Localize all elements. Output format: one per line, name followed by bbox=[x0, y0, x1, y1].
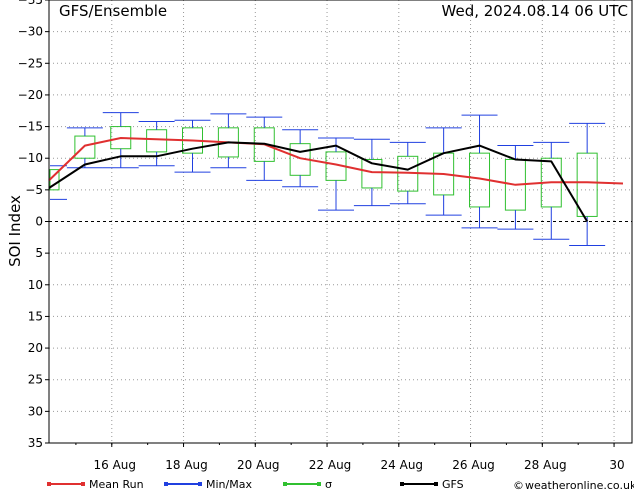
legend-marker bbox=[434, 482, 438, 486]
plot-frame bbox=[48, 0, 633, 444]
x-axis-ticks: 16 Aug 18 Aug 20 Aug 22 Aug 24 Aug 26 Aug 28 A… bbox=[75, 443, 625, 472]
minmax-bars bbox=[48, 112, 606, 247]
x-tick-label: 18 Aug bbox=[165, 458, 208, 472]
y-tick-label: −35 bbox=[18, 0, 43, 7]
y-tick-label: 35 bbox=[28, 436, 43, 450]
y-tick-label: −30 bbox=[18, 25, 43, 39]
x-tick-label: 28 Aug bbox=[524, 458, 567, 472]
x-tick-label: 24 Aug bbox=[381, 458, 424, 472]
gfs-line bbox=[48, 141, 589, 223]
y-tick-label: 0 bbox=[35, 215, 43, 229]
legend-marker bbox=[283, 482, 287, 486]
y-tick-label: 15 bbox=[28, 309, 43, 323]
run-datetime: Wed, 2024.08.14 06 UTC bbox=[442, 2, 628, 20]
y-tick-label: −15 bbox=[18, 120, 43, 134]
sigma-box bbox=[146, 129, 168, 153]
y-axis-ticks: 35 30 25 20 15 10 5 0 −5 −10 −15 −20 −25 −30 −35 bbox=[18, 0, 49, 450]
legend-marker bbox=[81, 482, 85, 486]
legend-label-mean-run: Mean Run bbox=[89, 478, 144, 490]
legend-label--: σ bbox=[325, 478, 332, 490]
x-tick-label: 26 Aug bbox=[452, 458, 495, 472]
legend-marker bbox=[47, 482, 51, 486]
y-tick-label: 25 bbox=[28, 373, 43, 387]
chart-title: GFS/Ensemble bbox=[59, 2, 167, 20]
y-tick-label: 20 bbox=[28, 341, 43, 355]
mean-run-line bbox=[48, 137, 624, 186]
legend-marker bbox=[198, 482, 202, 486]
legend-marker bbox=[164, 482, 168, 486]
sigma-boxes bbox=[49, 126, 598, 217]
legend-label-gfs: GFS bbox=[442, 478, 464, 490]
legend-marker bbox=[317, 482, 321, 486]
legend-label-min-max: Min/Max bbox=[206, 478, 252, 490]
series-lines bbox=[48, 137, 624, 223]
y-tick-label: −25 bbox=[18, 56, 43, 70]
x-tick-label: 22 Aug bbox=[309, 458, 352, 472]
y-tick-label: −5 bbox=[25, 183, 43, 197]
x-tick-label: 30 bbox=[609, 458, 624, 472]
site-credit: weatheronline.co.uk bbox=[525, 479, 634, 490]
y-axis-label: SOI Index bbox=[6, 195, 24, 267]
x-tick-label: 20 Aug bbox=[237, 458, 280, 472]
copyright-icon: © bbox=[513, 479, 524, 490]
x-tick-label: 16 Aug bbox=[94, 458, 137, 472]
sigma-box bbox=[74, 135, 96, 159]
y-tick-label: 10 bbox=[28, 278, 43, 292]
legend-marker bbox=[400, 482, 404, 486]
y-tick-label: 30 bbox=[28, 404, 43, 418]
grid bbox=[49, 0, 632, 443]
legend: Mean Run Min/Max σ GFS bbox=[47, 478, 464, 490]
y-tick-label: −10 bbox=[18, 151, 43, 165]
y-tick-label: 5 bbox=[35, 246, 43, 260]
footer-credit: © weatheronline.co.uk bbox=[513, 479, 634, 490]
sigma-box bbox=[576, 152, 598, 217]
y-tick-label: −20 bbox=[18, 88, 43, 102]
